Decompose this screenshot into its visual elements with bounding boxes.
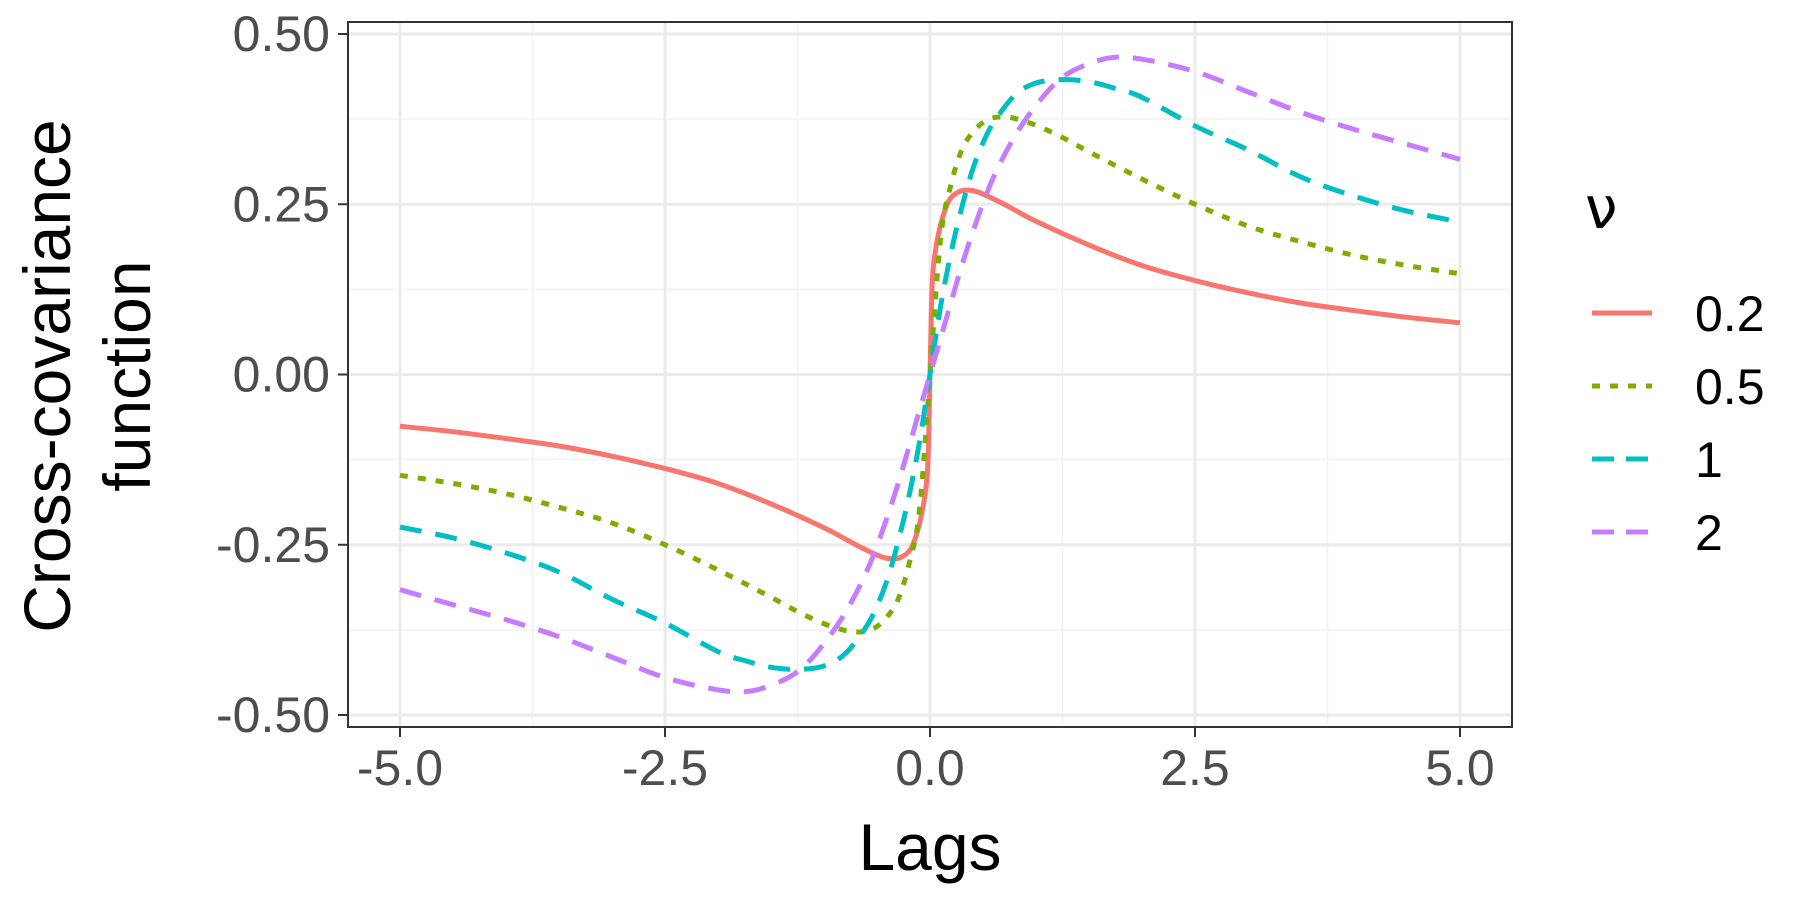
y-tick-label: 0.25: [233, 176, 330, 232]
series-line-1: [399, 77, 1461, 672]
legend-label: 2: [1695, 505, 1723, 561]
y-tick-label: -0.50: [216, 687, 330, 743]
x-axis-title: Lags: [858, 810, 1001, 884]
x-tick-label: -5.0: [357, 740, 443, 796]
x-tick-label: -2.5: [622, 740, 708, 796]
legend-title: ν: [1585, 174, 1617, 242]
series-layer: [399, 54, 1461, 695]
y-tick-label: 0.00: [233, 347, 330, 403]
y-tick-label: -0.25: [216, 517, 330, 573]
x-axis: -5.0 -2.5 0.0 2.5 5.0: [357, 727, 1495, 796]
y-tick-label: 0.50: [233, 6, 330, 62]
x-tick-label: 5.0: [1425, 740, 1495, 796]
y-axis: -0.50 -0.25 0.00 0.25 0.50: [216, 6, 348, 743]
x-tick-label: 0.0: [895, 740, 965, 796]
x-tick-label: 2.5: [1160, 740, 1230, 796]
series-line-2: [399, 54, 1461, 695]
y-axis-title-line-2: function: [90, 260, 164, 491]
legend-items: 0.2 0.5 1 2: [1592, 286, 1765, 561]
legend-label: 0.2: [1695, 286, 1765, 342]
legend: ν 0.2 0.5 1 2: [1585, 174, 1765, 561]
y-axis-title-line-1: Cross-covariance: [10, 119, 84, 633]
legend-label: 0.5: [1695, 359, 1765, 415]
legend-label: 1: [1695, 432, 1723, 488]
